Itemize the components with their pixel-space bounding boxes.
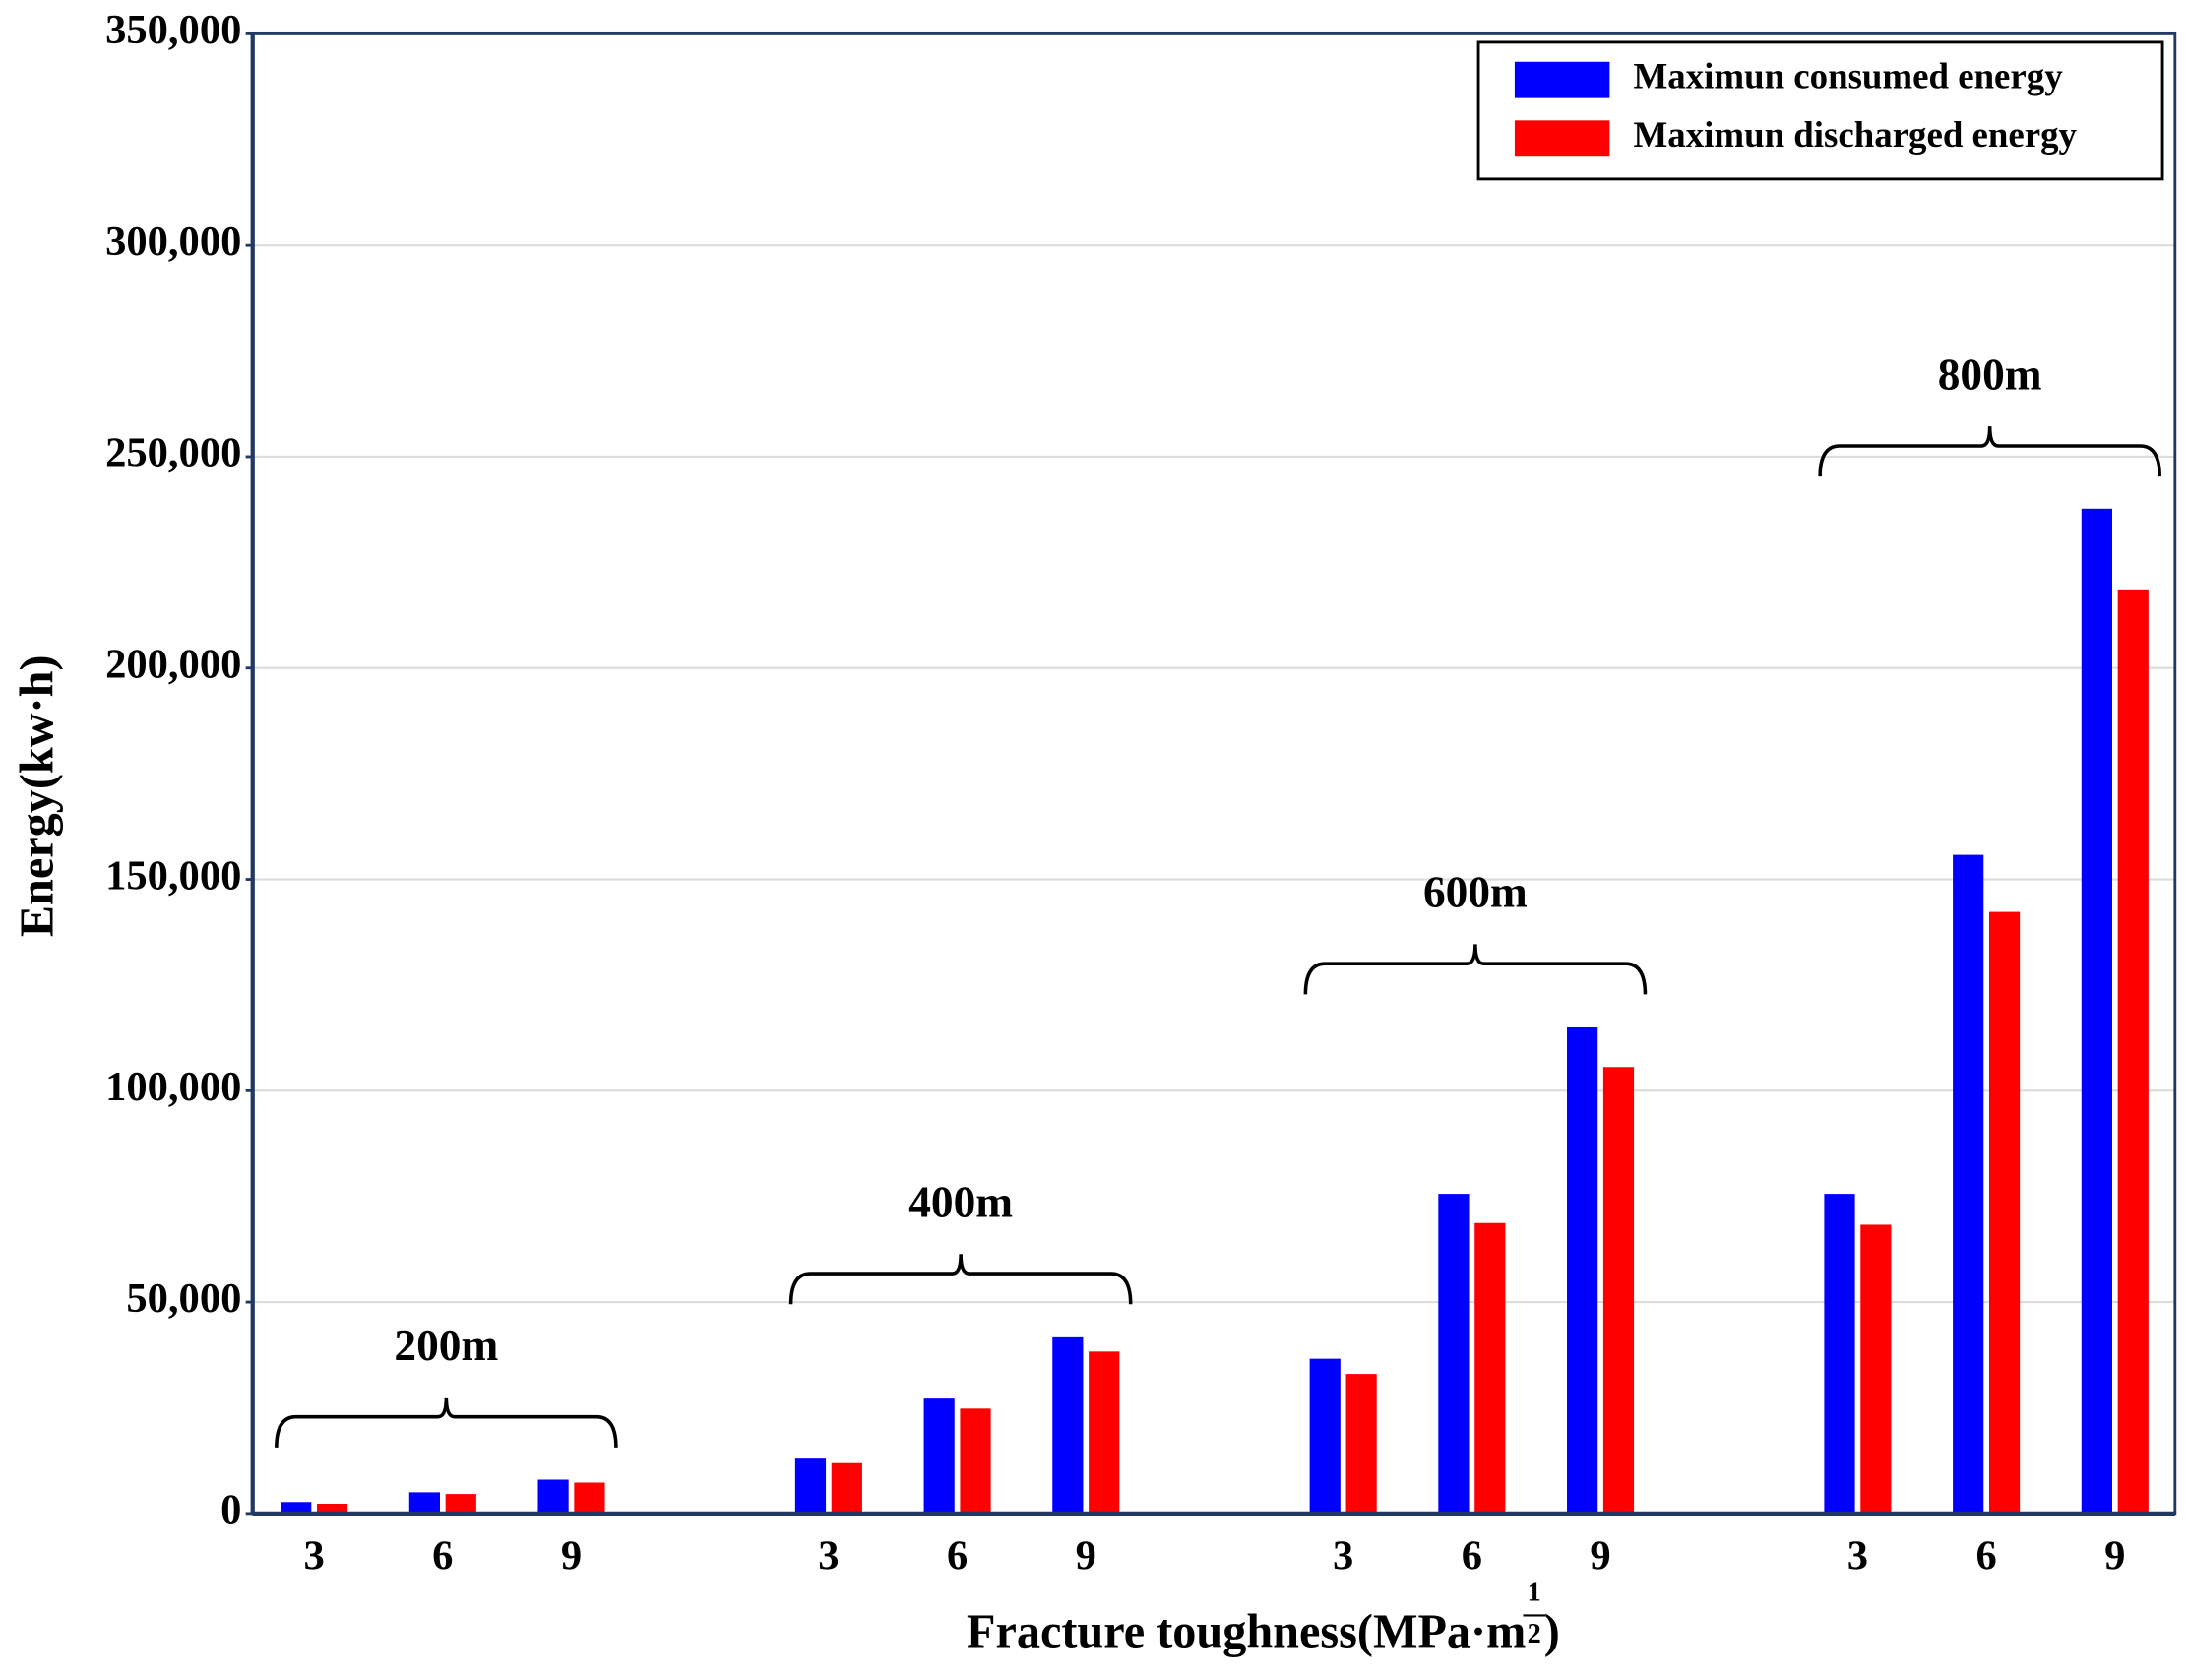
bar	[1860, 1224, 1892, 1514]
x-tick-label: 3	[1847, 1532, 1868, 1579]
bar	[1474, 1222, 1506, 1514]
group-label: 400m	[908, 1177, 1013, 1226]
bar	[1345, 1374, 1377, 1514]
bar	[1824, 1194, 1855, 1514]
bar	[960, 1408, 991, 1514]
x-axis-label-denominator: 2	[1528, 1619, 1541, 1649]
x-axis-label-numerator: 1	[1528, 1578, 1541, 1608]
x-tick-label: 6	[1975, 1532, 1996, 1579]
group-label: 200m	[394, 1321, 498, 1370]
y-tick-label: 350,000	[105, 7, 241, 53]
y-tick-label: 250,000	[105, 430, 241, 476]
bar	[2081, 508, 2112, 1514]
group-bracket	[1303, 944, 1648, 995]
bar	[1089, 1351, 1120, 1514]
y-tick-label: 0	[220, 1487, 241, 1533]
group-bracket	[788, 1254, 1133, 1305]
y-axis-label: Energy(kw·h)	[12, 654, 64, 937]
bar	[445, 1494, 476, 1514]
bar	[794, 1458, 827, 1514]
bar	[1567, 1027, 1598, 1514]
group-bracket	[275, 1397, 618, 1448]
bar	[1052, 1336, 1084, 1514]
bar	[831, 1462, 862, 1514]
y-tick-label: 100,000	[105, 1064, 241, 1110]
bar	[923, 1398, 955, 1514]
y-tick-label: 150,000	[105, 852, 241, 899]
x-tick-label: 6	[1462, 1532, 1482, 1579]
x-axis-label-text: Fracture toughness(MPa·m	[967, 1606, 1526, 1658]
bar	[1438, 1194, 1470, 1514]
legend-label: Maximun consumed energy	[1633, 56, 2063, 96]
legend: Maximun consumed energy Maximun discharge…	[1476, 40, 2164, 181]
x-tick-label: 6	[947, 1532, 968, 1579]
x-tick-label: 9	[561, 1532, 582, 1579]
legend-swatch	[1514, 61, 1610, 98]
x-tick-label: 3	[818, 1532, 839, 1579]
group-bracket	[1818, 426, 2161, 477]
y-tick-label: 50,000	[126, 1276, 241, 1322]
x-tick-label: 3	[1333, 1532, 1353, 1579]
bar	[1988, 911, 2021, 1514]
bar	[281, 1502, 312, 1514]
bar	[1309, 1358, 1341, 1514]
group-label: 600m	[1423, 868, 1528, 917]
x-axis-label-close: )	[1544, 1606, 1560, 1658]
bar	[1953, 854, 1984, 1514]
bar	[537, 1479, 569, 1514]
y-tick-label: 200,000	[105, 642, 241, 688]
group-label: 800m	[1938, 349, 2042, 399]
bar	[408, 1492, 440, 1514]
x-tick-label: 6	[432, 1532, 453, 1579]
x-tick-label: 9	[2104, 1532, 2125, 1579]
bar	[574, 1482, 605, 1514]
y-tick-label: 300,000	[105, 218, 241, 265]
bar	[2117, 589, 2149, 1514]
legend-label: Maximun discharged energy	[1633, 114, 2077, 155]
bar	[316, 1503, 348, 1514]
x-tick-label: 9	[1076, 1532, 1096, 1579]
bar	[1602, 1067, 1635, 1514]
x-axis-label: Fracture toughness(MPa·m 1 2 )	[967, 1578, 1560, 1658]
legend-swatch	[1514, 120, 1610, 157]
x-tick-label: 3	[303, 1532, 324, 1579]
x-tick-label: 9	[1590, 1532, 1610, 1579]
